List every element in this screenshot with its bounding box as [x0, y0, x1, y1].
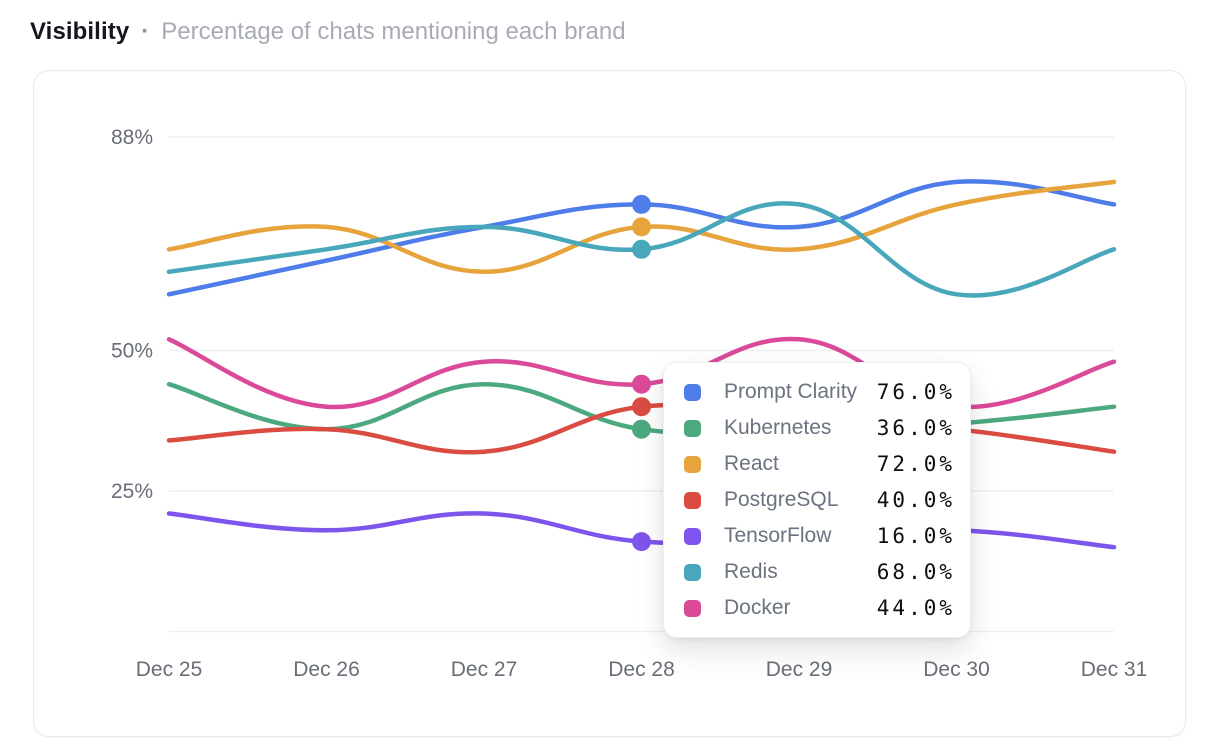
data-point-react-dec-28[interactable] [632, 217, 651, 237]
tooltip-series-value: 16.0% [876, 524, 955, 548]
data-point-kubernetes-dec-28[interactable] [632, 419, 651, 439]
series-color-swatch-react [684, 455, 701, 473]
series-line-redis[interactable] [166, 201, 1117, 298]
tooltip-series-label: Prompt Clarity [724, 380, 858, 403]
tooltip-row-kubernetes: Kubernetes 36.0% [684, 410, 952, 446]
data-point-redis-dec-28[interactable] [632, 239, 651, 259]
tooltip-series-label: PostgreSQL [724, 488, 839, 511]
tooltip-series-label: Docker [724, 596, 791, 619]
x-axis-label-dec-30: Dec 30 [923, 658, 990, 681]
tooltip-series-label: TensorFlow [724, 524, 832, 547]
x-axis-label-dec-29: Dec 29 [766, 658, 833, 681]
visibility-chart[interactable]: 88% 50% 25% Dec 25 Dec 26 Dec 27 Dec 28 Dec 29 D… [34, 71, 1187, 738]
tooltip-series-value: 44.0% [876, 596, 955, 620]
tooltip-series-value: 40.0% [876, 488, 955, 512]
tooltip-row-react: React 72.0% [684, 446, 952, 482]
series-line-docker[interactable] [166, 336, 1117, 410]
tooltip-row-tensorflow: TensorFlow 16.0% [684, 518, 952, 554]
x-axis-label-dec-27: Dec 27 [451, 658, 518, 681]
data-point-tensorflow-dec-28[interactable] [632, 532, 651, 552]
page-subtitle: Percentage of chats mentioning each bran… [161, 18, 626, 45]
title-separator: · [141, 18, 150, 45]
series-color-swatch-redis [684, 563, 701, 581]
x-axis-label-dec-25: Dec 25 [136, 658, 203, 681]
tooltip-series-label: Redis [724, 560, 778, 583]
y-axis-label-50: 50% [111, 340, 153, 363]
tooltip-row-prompt-clarity: Prompt Clarity 76.0% [684, 374, 952, 410]
series-color-swatch-kubernetes [684, 419, 701, 437]
y-axis-label-88: 88% [111, 126, 153, 149]
x-axis-label-dec-26: Dec 26 [293, 658, 360, 681]
chart-card: 88% 50% 25% Dec 25 Dec 26 Dec 27 Dec 28 Dec 29 D… [33, 70, 1186, 737]
data-point-docker-dec-28[interactable] [632, 374, 651, 394]
data-point-postgresql-dec-28[interactable] [632, 397, 651, 417]
chart-tooltip: Prompt Clarity 76.0% Kubernetes 36.0% React 7… [663, 362, 971, 638]
series-color-swatch-docker [684, 599, 701, 617]
series-color-swatch-prompt-clarity [684, 383, 701, 401]
x-axis-label-dec-28: Dec 28 [608, 658, 675, 681]
tooltip-series-label: React [724, 452, 779, 475]
tooltip-series-value: 36.0% [876, 416, 955, 440]
series-color-swatch-tensorflow [684, 527, 701, 545]
tooltip-series-value: 72.0% [876, 452, 955, 476]
tooltip-series-value: 76.0% [876, 380, 955, 404]
tooltip-series-label: Kubernetes [724, 416, 832, 439]
x-axis-label-dec-31: Dec 31 [1081, 658, 1148, 681]
tooltip-series-value: 68.0% [876, 560, 955, 584]
tooltip-row-docker: Docker 44.0% [684, 590, 952, 626]
tooltip-row-redis: Redis 68.0% [684, 554, 952, 590]
page-title: Visibility [30, 18, 130, 45]
y-axis-label-25: 25% [111, 480, 153, 503]
data-point-prompt-clarity-dec-28[interactable] [632, 194, 651, 214]
series-color-swatch-postgresql [684, 491, 701, 509]
chart-header: Visibility · Percentage of chats mention… [30, 18, 626, 46]
tooltip-row-postgresql: PostgreSQL 40.0% [684, 482, 952, 518]
